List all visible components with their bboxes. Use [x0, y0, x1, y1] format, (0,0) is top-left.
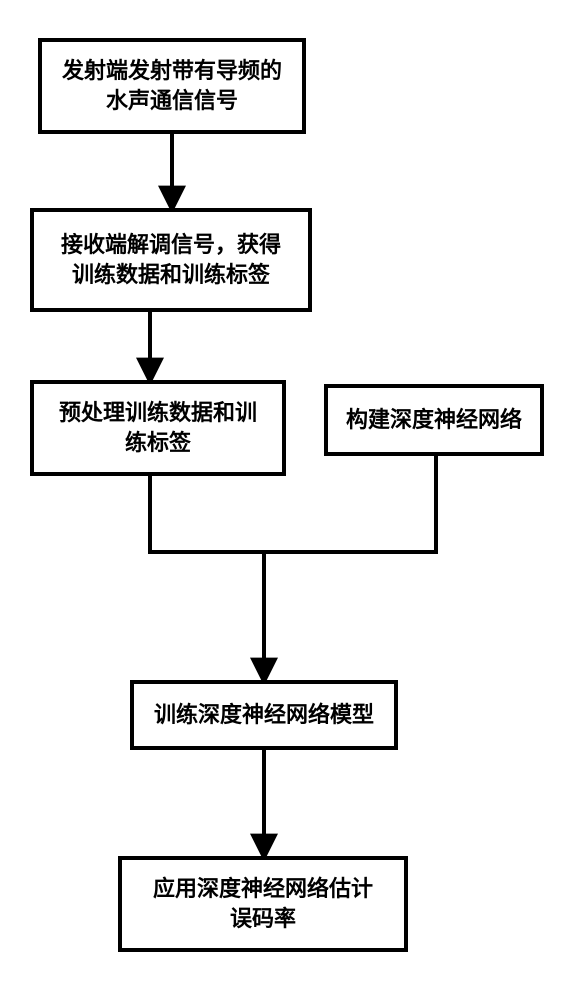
flow-node-label: 构建深度神经网络	[346, 405, 522, 435]
flow-node-n4: 构建深度神经网络	[324, 384, 544, 456]
flowchart-canvas: 发射端发射带有导频的 水声通信信号接收端解调信号，获得 训练数据和训练标签预处理…	[0, 0, 562, 1000]
flow-node-label: 发射端发射带有导频的 水声通信信号	[62, 56, 282, 115]
flow-node-n5: 训练深度神经网络模型	[130, 680, 398, 750]
edge	[150, 476, 264, 680]
flow-node-label: 预处理训练数据和训 练标签	[59, 398, 257, 457]
flow-node-label: 接收端解调信号，获得 训练数据和训练标签	[61, 230, 281, 289]
flow-node-n1: 发射端发射带有导频的 水声通信信号	[38, 38, 306, 134]
flow-node-n6: 应用深度神经网络估计 误码率	[118, 856, 408, 952]
flow-node-n2: 接收端解调信号，获得 训练数据和训练标签	[30, 208, 312, 312]
flow-node-label: 训练深度神经网络模型	[154, 700, 374, 730]
flow-node-label: 应用深度神经网络估计 误码率	[153, 874, 373, 933]
edges-layer	[0, 0, 562, 1000]
flow-node-n3: 预处理训练数据和训 练标签	[30, 380, 286, 476]
edge	[264, 456, 436, 552]
